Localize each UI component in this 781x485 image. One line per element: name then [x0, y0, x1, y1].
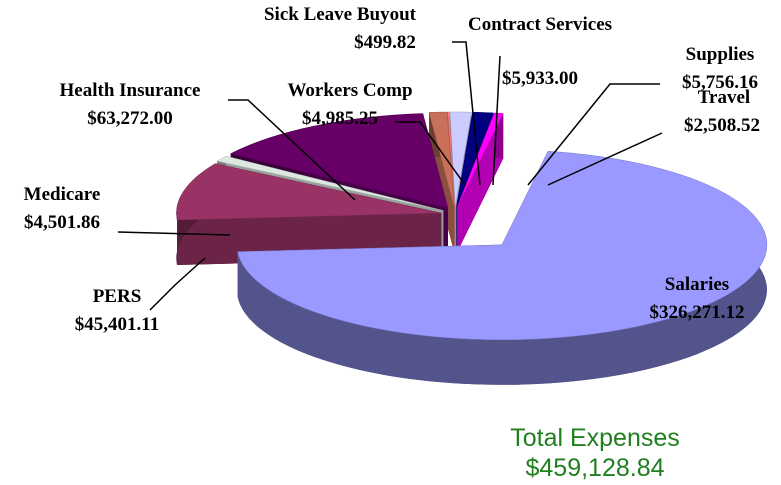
- slice: [176, 163, 442, 221]
- slice: [237, 150, 768, 341]
- leader-lines: [117, 41, 663, 311]
- leader-line: [492, 55, 501, 186]
- leader-line: [228, 99, 356, 201]
- annotation: Total Expenses: [510, 424, 680, 452]
- slice-label: Contract Services: [468, 14, 612, 35]
- pie: [176, 111, 768, 385]
- slice-label: Sick Leave Buyout: [264, 4, 417, 25]
- slice-label: Salaries: [665, 274, 729, 295]
- slice-label: Medicare: [24, 184, 101, 205]
- leader-line: [452, 41, 481, 186]
- leader-line: [527, 83, 660, 186]
- leader-line: [149, 257, 206, 311]
- slice-label: PERS: [93, 286, 142, 307]
- slice: [216, 155, 444, 211]
- value-label: $5,933.00: [502, 68, 578, 89]
- value-label: $2,508.52: [684, 115, 760, 136]
- slice: [230, 113, 449, 209]
- slice: [449, 111, 472, 208]
- value-label: $63,272.00: [87, 108, 173, 129]
- slice-label: Supplies: [686, 44, 755, 65]
- slice: [447, 111, 455, 207]
- value-label: $326,271.12: [650, 302, 745, 323]
- leader-line: [395, 121, 466, 186]
- annotation: $459,128.84: [525, 454, 664, 482]
- slice-label: Travel: [698, 87, 750, 108]
- slice: [456, 112, 504, 208]
- slice-label: Health Insurance: [60, 80, 201, 101]
- value-label: $4,985.25: [302, 108, 378, 129]
- leader-line: [117, 231, 231, 236]
- value-label: $4,501.86: [24, 212, 100, 233]
- leader-line: [547, 132, 663, 186]
- value-label: $499.82: [354, 32, 416, 53]
- value-label: $5,756.16: [682, 72, 758, 93]
- value-label: $45,401.11: [75, 314, 159, 335]
- labels: Salaries $326,271.12 PERS $45,401.11 Medicar…: [24, 4, 760, 335]
- slice: [428, 111, 455, 208]
- slice-label: Workers Comp: [287, 80, 412, 101]
